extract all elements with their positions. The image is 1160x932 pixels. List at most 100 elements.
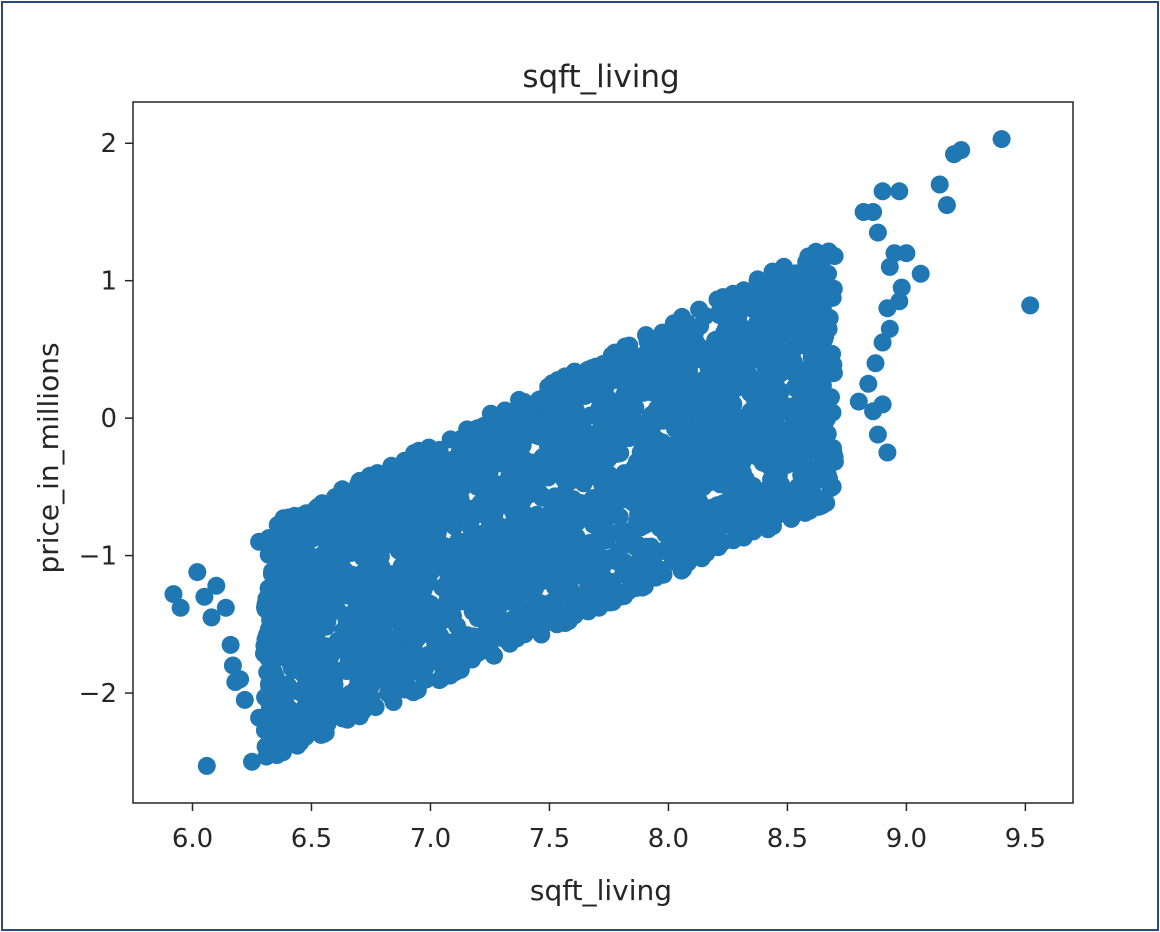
y-tick-label: −1 [79,542,117,572]
data-point [436,467,455,486]
data-point [441,659,460,678]
x-tick-label: 9.0 [886,824,927,854]
data-point [688,431,707,450]
data-point [468,477,487,496]
data-point [519,583,538,602]
data-point [824,364,843,382]
data-point [291,653,310,672]
data-point [275,627,294,646]
data-point [694,545,713,564]
data-point [478,451,497,470]
data-point [441,607,460,626]
data-point [614,389,633,408]
data-point [703,498,722,517]
data-point [572,421,591,440]
data-point-outlier [864,402,883,421]
data-point [260,642,279,661]
data-point [259,545,278,564]
data-point [266,666,285,685]
data-point [787,441,805,460]
data-point [317,675,336,694]
data-point [777,456,796,475]
data-point [696,407,714,426]
data-point [646,340,664,359]
data-point [774,257,793,276]
y-axis: 2 1 0 −1 −2 [79,129,133,709]
x-tick-label: 7.5 [529,824,570,854]
data-point [690,300,709,319]
data-point [569,560,588,579]
data-point [672,451,691,470]
data-point [514,489,532,508]
data-point-outlier [197,756,216,775]
data-point-outlier [952,141,971,160]
data-point [288,730,307,749]
data-point [404,636,423,655]
data-point [292,506,311,525]
data-point-outlier [250,708,269,727]
data-point [304,713,323,732]
data-point [806,286,824,305]
data-point [765,391,784,410]
data-point [571,546,590,565]
data-point [412,619,431,637]
data-point [379,684,397,703]
data-point [768,334,787,353]
data-point [324,521,343,540]
data-point [728,450,747,469]
data-point [431,488,450,507]
plot-area-border [132,101,1074,804]
data-point [631,451,650,470]
data-point [338,606,357,625]
data-point [573,367,592,386]
data-point-outlier [930,175,949,194]
data-point [746,480,765,499]
y-tick-label: 2 [100,129,117,159]
data-point [421,461,440,480]
data-point [663,469,682,488]
data-point-outlier [188,563,207,582]
data-point [736,340,754,359]
data-point-outlier [897,244,916,263]
data-point [724,531,743,550]
data-point [770,438,789,457]
data-point [333,480,352,499]
data-point [823,477,842,496]
data-point [711,304,730,323]
data-point [796,503,815,522]
data-point [497,582,516,601]
data-point [349,625,368,644]
data-point [805,399,824,418]
data-point [416,659,435,677]
data-point [538,436,557,454]
data-point [754,368,773,387]
data-point-outlier [250,532,269,551]
data-point-outlier [207,576,226,595]
data-point [656,525,675,544]
data-point [274,581,293,600]
data-point [381,578,400,597]
data-point [321,648,339,667]
data-point [307,516,326,535]
data-point [480,627,499,646]
data-point [638,470,657,489]
data-point [685,473,704,492]
data-point [811,455,830,474]
data-point [651,392,670,411]
data-point [264,694,283,713]
data-point [481,404,500,423]
data-point-outlier [164,585,183,604]
data-point [469,427,488,446]
data-point [687,444,706,463]
data-point [591,547,610,566]
data-point [736,411,755,430]
data-point [369,504,388,523]
data-point [521,402,540,421]
data-point [412,586,431,605]
data-point [572,494,591,513]
data-point [510,608,529,626]
data-point [814,348,833,367]
data-point-outlier [992,130,1011,149]
data-point-outlier [216,598,235,617]
data-point [275,646,293,665]
